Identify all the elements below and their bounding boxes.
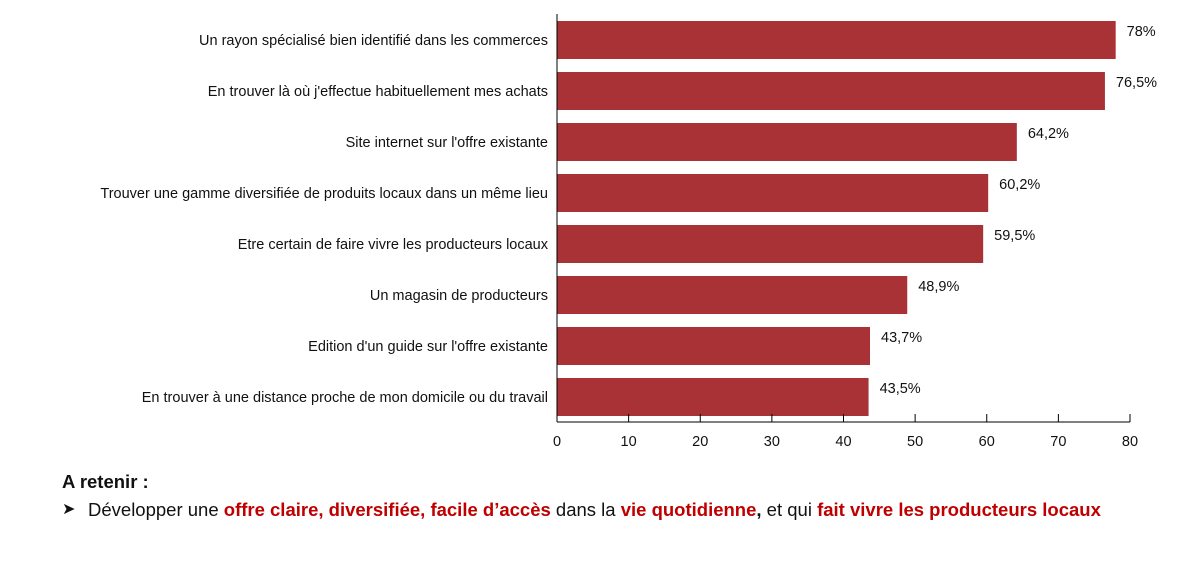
value-label: 59,5%: [994, 228, 1035, 244]
bar: [557, 21, 1116, 59]
x-tick-label: 70: [1050, 434, 1066, 450]
x-tick-label: 60: [979, 434, 995, 450]
category-label: En trouver là où j'effectue habituelleme…: [208, 84, 548, 100]
category-labels: Un rayon spécialisé bien identifié dans …: [100, 33, 548, 406]
category-label: Etre certain de faire vivre les producte…: [238, 237, 549, 253]
x-tick-label: 20: [692, 434, 708, 450]
x-axis-ticks: 0 10 20 30 40 50 60 70 80: [553, 414, 1138, 450]
category-label: Edition d'un guide sur l'offre existante: [308, 339, 548, 355]
bar: [557, 225, 984, 263]
bar: [557, 276, 908, 314]
takeaway-comma: ,: [756, 499, 762, 520]
bar: [557, 72, 1105, 110]
takeaway-note: A retenir : ➤ Développer une offre clair…: [62, 470, 1172, 522]
bar: [557, 378, 869, 416]
category-label: Site internet sur l'offre existante: [346, 135, 548, 151]
value-label: 64,2%: [1028, 126, 1069, 142]
x-tick-label: 0: [553, 434, 561, 450]
x-tick-label: 80: [1122, 434, 1138, 450]
value-label: 76,5%: [1116, 75, 1157, 91]
category-label: Trouver une gamme diversifiée de produit…: [100, 186, 548, 202]
value-label: 43,5%: [880, 381, 921, 397]
category-label: Un magasin de producteurs: [370, 288, 548, 304]
x-tick-label: 10: [621, 434, 637, 450]
bars-group: [557, 21, 1116, 416]
takeaway-bullet: ➤ Développer une offre claire, diversifi…: [62, 498, 1172, 522]
takeaway-text: Développer une offre claire, diversifiée…: [88, 498, 1101, 522]
value-label: 60,2%: [999, 177, 1040, 193]
highlight-offer: offre claire, diversifiée, facile d’accè…: [223, 499, 551, 520]
highlight-daily-life: vie quotidienne: [620, 499, 757, 520]
arrow-bullet-icon: ➤: [62, 501, 76, 518]
value-label: 48,9%: [918, 279, 959, 295]
category-label: En trouver à une distance proche de mon …: [142, 390, 548, 406]
bar-chart: Un rayon spécialisé bien identifié dans …: [100, 14, 1158, 450]
highlight-producers: fait vivre les producteurs locaux: [817, 499, 1101, 520]
x-tick-label: 50: [907, 434, 923, 450]
bar: [557, 174, 989, 212]
bar: [557, 123, 1017, 161]
x-tick-label: 30: [764, 434, 780, 450]
category-label: Un rayon spécialisé bien identifié dans …: [199, 33, 548, 49]
value-label: 78%: [1127, 24, 1156, 40]
value-labels: 78% 76,5% 64,2% 60,2% 59,5% 48,9% 43,7% 43,5%: [880, 24, 1158, 397]
bar: [557, 327, 871, 365]
takeaway-text-part: Développer une: [88, 499, 224, 520]
value-label: 43,7%: [881, 330, 922, 346]
takeaway-text-part: dans la: [550, 499, 621, 520]
takeaway-text-part: et qui: [761, 499, 818, 520]
takeaway-title: A retenir :: [62, 471, 149, 492]
x-tick-label: 40: [835, 434, 851, 450]
